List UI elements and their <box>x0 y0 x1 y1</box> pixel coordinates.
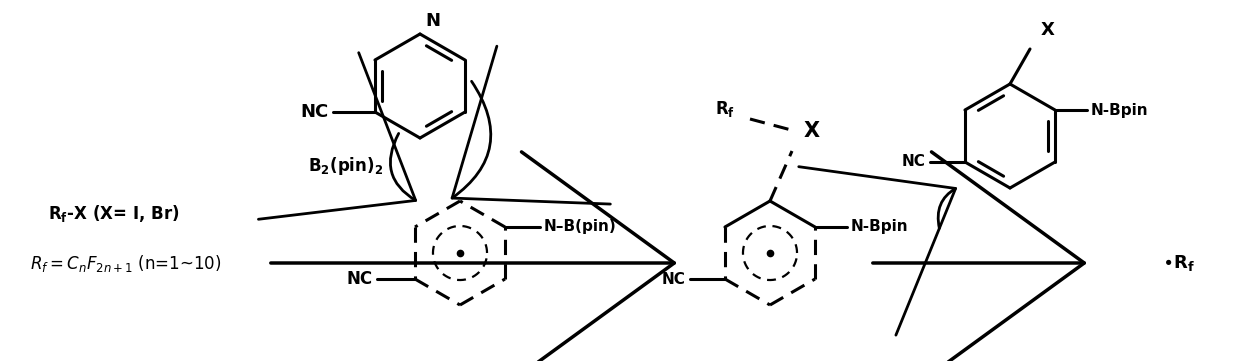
Text: $\mathbf{R_f}$: $\mathbf{R_f}$ <box>715 99 735 119</box>
Text: NC: NC <box>347 270 373 288</box>
Text: X: X <box>804 121 820 141</box>
Text: $\mathbf{B_2(pin)_2}$: $\mathbf{B_2(pin)_2}$ <box>308 155 383 177</box>
Text: NC: NC <box>901 155 926 170</box>
Text: $\bullet\mathbf{R_f}$: $\bullet\mathbf{R_f}$ <box>1162 253 1195 273</box>
Text: N: N <box>425 12 440 30</box>
Text: $\mathbf{R_f}$-X (X= I, Br): $\mathbf{R_f}$-X (X= I, Br) <box>48 203 180 223</box>
Text: NC: NC <box>662 271 686 287</box>
Text: N-Bpin: N-Bpin <box>1091 103 1148 117</box>
Text: X: X <box>1042 21 1055 39</box>
Text: $R_f= C_nF_{2n+1}$ (n=1~10): $R_f= C_nF_{2n+1}$ (n=1~10) <box>30 252 222 274</box>
Text: NC: NC <box>301 103 329 121</box>
Text: N–B(pin): N–B(pin) <box>544 219 616 235</box>
Text: N-Bpin: N-Bpin <box>851 219 909 235</box>
